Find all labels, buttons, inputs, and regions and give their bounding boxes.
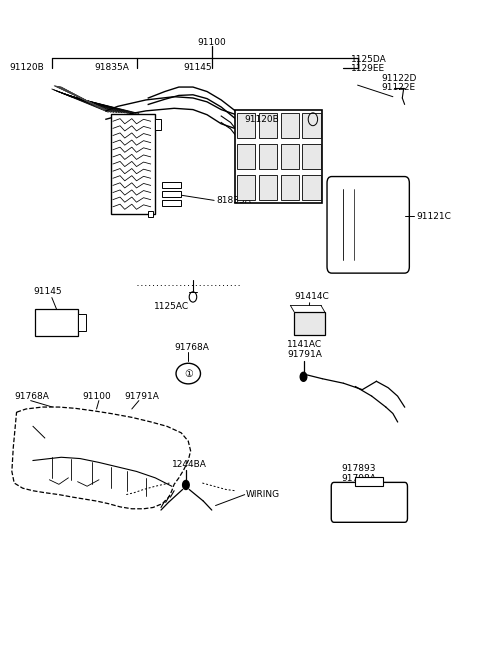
Bar	[36, 309, 78, 336]
Text: ①: ①	[184, 369, 192, 378]
Text: 91414C: 91414C	[294, 292, 329, 301]
Text: 91791A: 91791A	[287, 350, 322, 359]
Bar	[162, 182, 181, 188]
Bar	[156, 119, 161, 130]
Ellipse shape	[176, 363, 201, 384]
Text: 91768A: 91768A	[14, 392, 49, 401]
Text: 917893: 917893	[341, 464, 376, 473]
Polygon shape	[118, 100, 146, 116]
Text: 91121C: 91121C	[416, 212, 451, 221]
Bar	[237, 113, 255, 137]
Polygon shape	[106, 106, 118, 120]
Text: 91120B: 91120B	[10, 63, 44, 72]
Bar	[110, 114, 156, 214]
Bar	[259, 144, 277, 169]
Bar	[280, 175, 299, 200]
Bar	[162, 191, 181, 197]
Bar	[259, 175, 277, 200]
Text: 91791A: 91791A	[125, 392, 160, 401]
Text: 91145: 91145	[183, 63, 212, 72]
Text: 1141AC: 1141AC	[287, 340, 322, 349]
Text: 1125AC: 1125AC	[154, 302, 189, 311]
Circle shape	[300, 373, 307, 381]
Text: WIRING: WIRING	[246, 490, 280, 499]
Text: 91145: 91145	[33, 286, 61, 296]
Polygon shape	[174, 97, 193, 110]
Bar	[280, 113, 299, 137]
Text: 91768A: 91768A	[174, 344, 209, 352]
Text: 91120B: 91120B	[245, 115, 279, 124]
Polygon shape	[207, 102, 221, 124]
Bar	[302, 175, 321, 200]
Circle shape	[182, 480, 189, 489]
Text: 1244BA: 1244BA	[172, 461, 207, 470]
Bar	[148, 211, 153, 217]
Text: 91122E: 91122E	[381, 83, 415, 92]
Polygon shape	[146, 97, 174, 111]
Bar	[355, 476, 384, 486]
Bar	[280, 144, 299, 169]
Bar	[237, 175, 255, 200]
Text: 1125DA: 1125DA	[350, 55, 386, 64]
Bar	[302, 113, 321, 137]
Polygon shape	[238, 135, 247, 156]
FancyBboxPatch shape	[331, 482, 408, 522]
Bar	[237, 144, 255, 169]
Text: 81835A: 81835A	[216, 196, 252, 205]
Bar	[294, 312, 324, 335]
FancyBboxPatch shape	[327, 177, 409, 273]
Text: 91835A: 91835A	[94, 63, 129, 72]
Polygon shape	[12, 407, 191, 509]
Polygon shape	[221, 110, 240, 130]
Text: 91798A: 91798A	[341, 474, 376, 483]
Bar	[78, 314, 86, 331]
Text: 91100: 91100	[83, 392, 111, 401]
Text: 91100: 91100	[197, 38, 226, 47]
Text: 91122D: 91122D	[381, 74, 417, 83]
Bar	[235, 110, 323, 203]
Text: 1129EE: 1129EE	[350, 64, 384, 73]
Bar	[259, 113, 277, 137]
Bar	[162, 200, 181, 206]
Polygon shape	[193, 98, 207, 115]
Bar	[302, 144, 321, 169]
